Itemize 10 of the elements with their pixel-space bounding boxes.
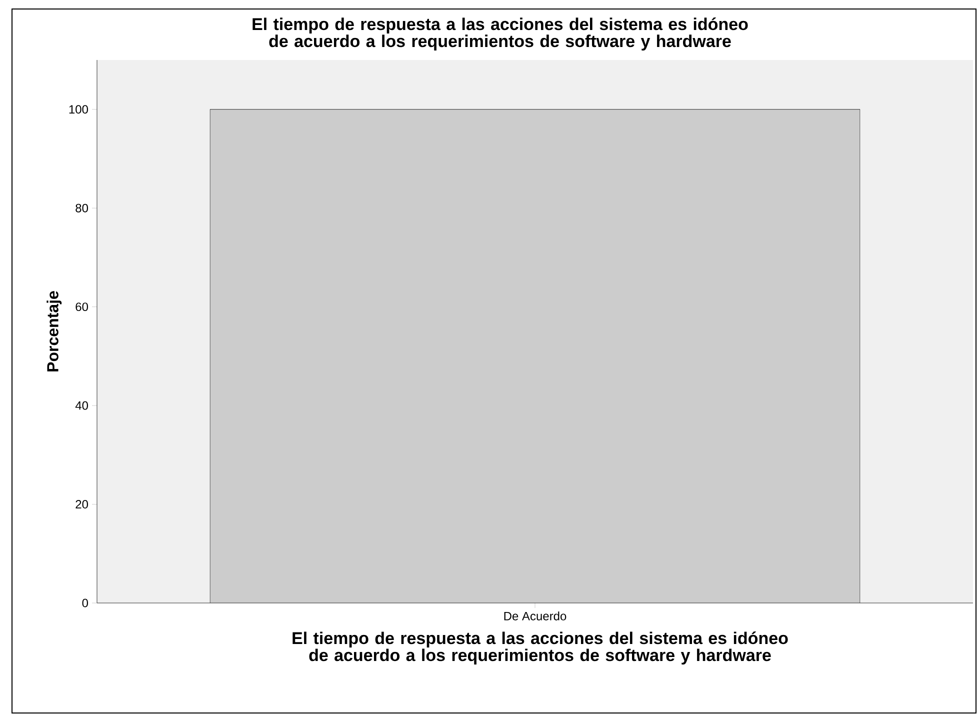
x-axis-title: El tiempo de respuesta a las acciones del sistema es idóneo de acuerdo a los requerimientos de software y hardware	[292, 632, 788, 665]
x-tick-label: De Acuerdo	[504, 612, 566, 620]
y-tick-label: 0	[82, 598, 88, 608]
y-tick-label: 80	[76, 204, 88, 212]
y-axis-title: Porcentaje	[46, 291, 62, 372]
y-tick-label: 60	[76, 302, 88, 312]
y-tick-label: 20	[76, 500, 88, 509]
y-tick-label: 40	[75, 401, 88, 410]
y-tick-label: 100	[69, 105, 88, 114]
chart-title: El tiempo de respuesta a las acciones del sistema es idóneo de acuerdo a los requerimientos de software y hardware	[252, 18, 748, 51]
